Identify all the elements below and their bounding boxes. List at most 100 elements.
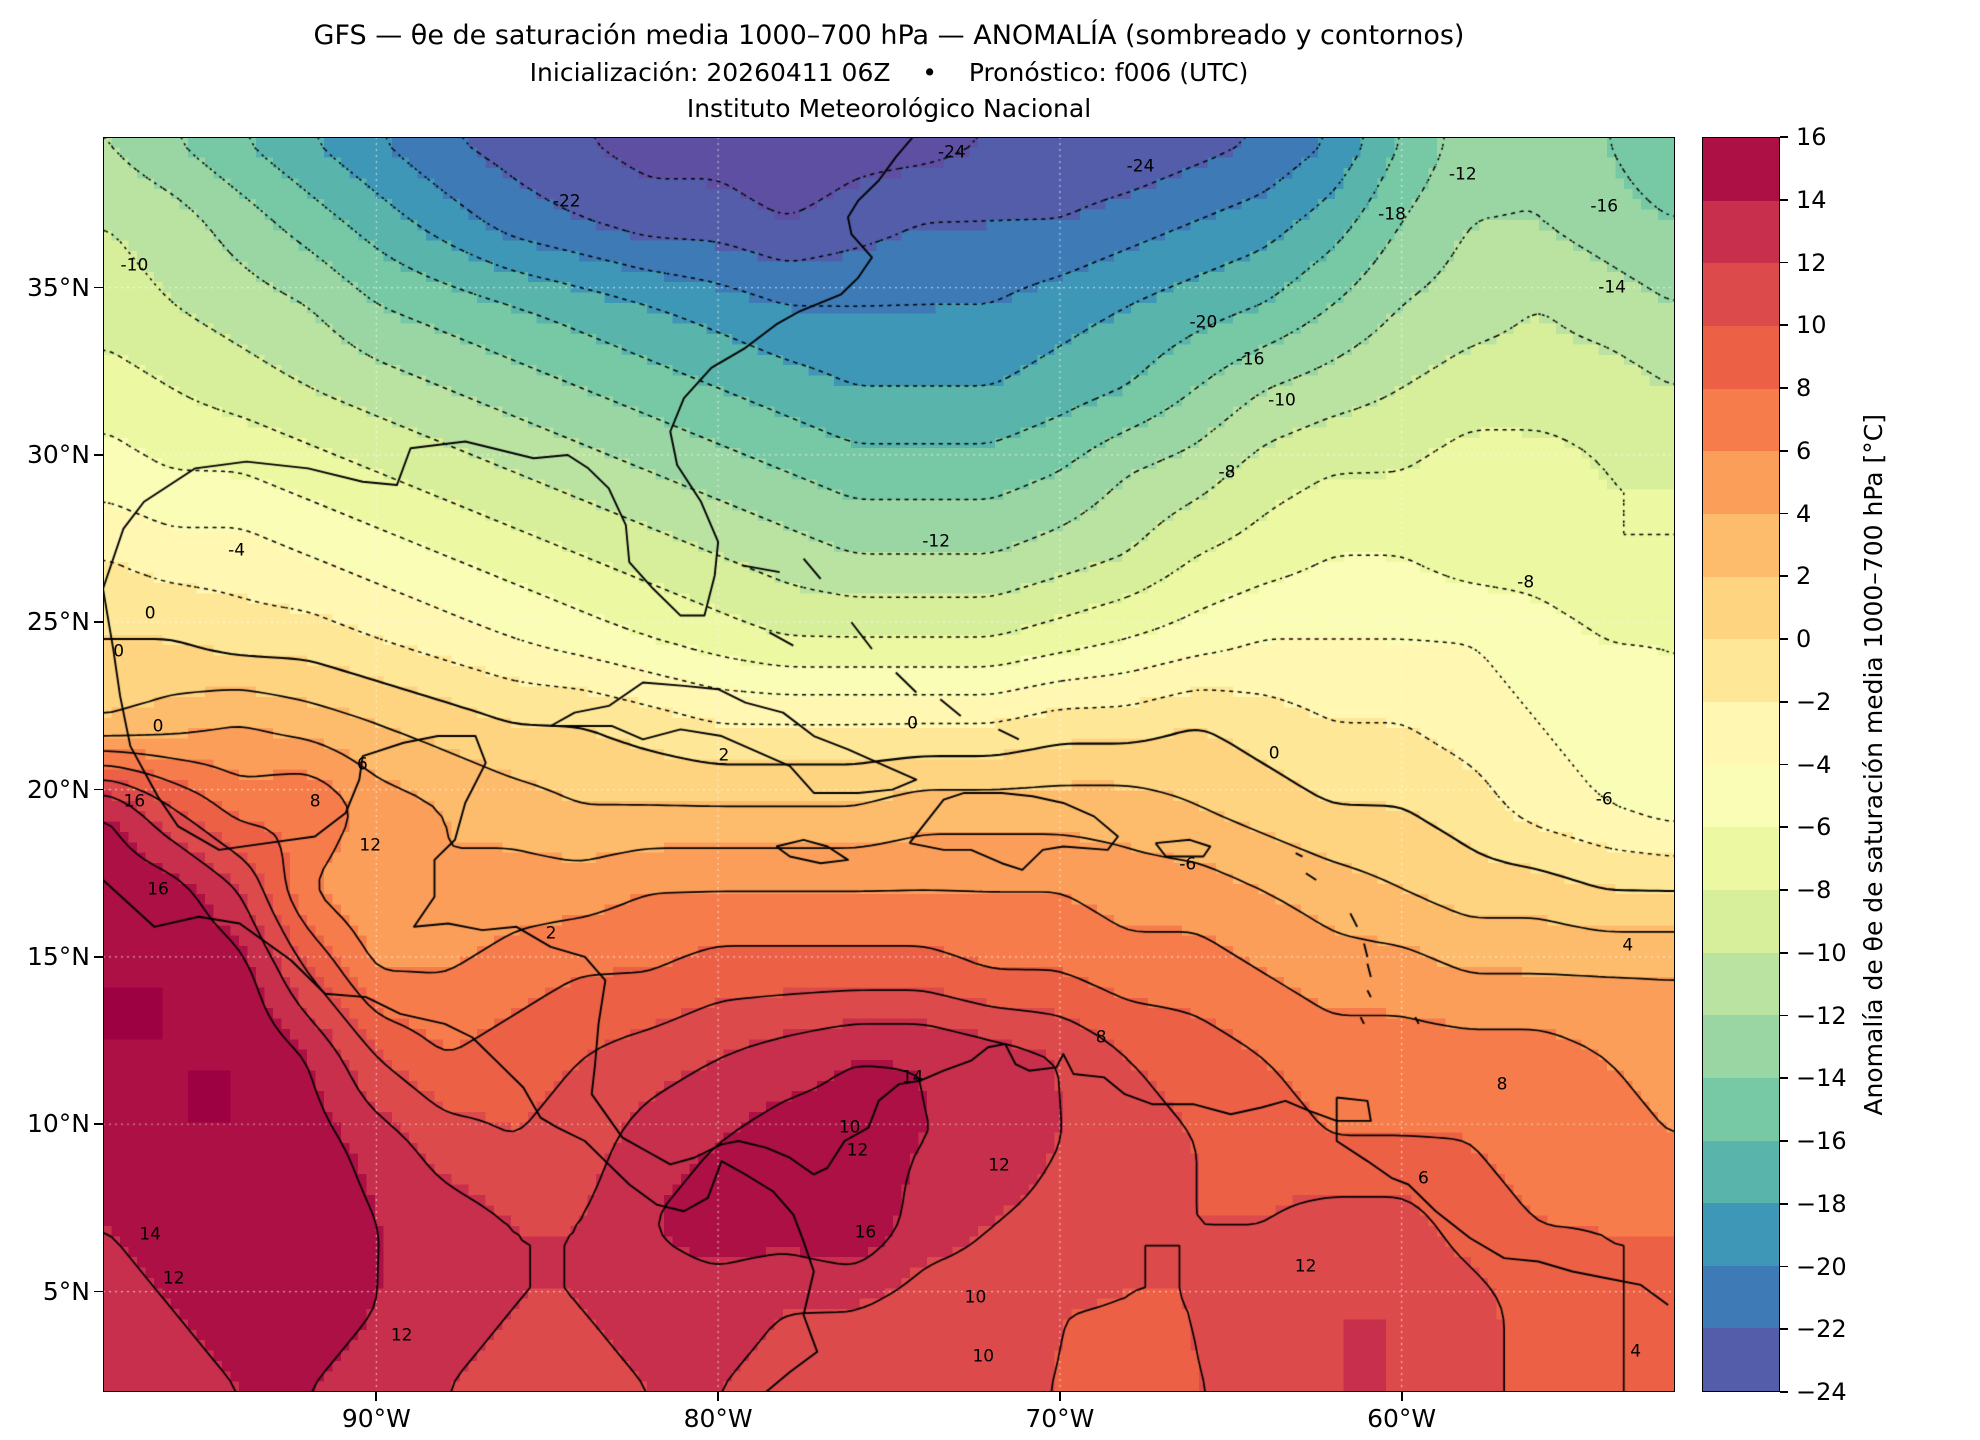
colorbar-tick-label: −2 <box>1796 687 1832 716</box>
colorbar-band <box>1703 388 1779 452</box>
colorbar-tick-mark <box>1780 575 1788 578</box>
contour-label: 8 <box>309 791 321 812</box>
contour-label: 8 <box>1496 1074 1508 1095</box>
colorbar-tick-label: 2 <box>1796 562 1812 591</box>
contour-label: 10 <box>838 1117 861 1138</box>
y-tick-label: 30°N <box>26 439 90 469</box>
contour-label: 14 <box>901 1067 924 1088</box>
contour-label: 12 <box>359 835 382 856</box>
y-tick-mark <box>94 788 103 791</box>
colorbar-tick-mark <box>1780 261 1788 264</box>
map-plot: -24 -24 -22 -12 -18 -16 -10 -14 -20 -16 -10 -8 -4 -12… <box>103 137 1675 1392</box>
colorbar-tick-mark <box>1780 826 1788 829</box>
contour-label: 16 <box>147 879 169 900</box>
x-tick-label: 80°W <box>683 1404 753 1433</box>
contour-label: -6 <box>1595 789 1613 810</box>
colorbar-tick-label: −24 <box>1796 1378 1847 1406</box>
y-tick-label: 25°N <box>26 607 90 637</box>
x-tick-mark <box>717 1392 720 1401</box>
y-tick-mark <box>94 286 103 289</box>
contour-label: 8 <box>1095 1027 1107 1048</box>
colorbar-band <box>1703 1140 1779 1204</box>
y-tick-label: 5°N <box>42 1276 90 1306</box>
colorbar-tick-mark <box>1780 1202 1788 1205</box>
x-tick-label: 70°W <box>1025 1404 1095 1433</box>
colorbar-tick-label: 12 <box>1796 248 1827 277</box>
contour-label: -8 <box>1218 462 1236 483</box>
contour-label: -20 <box>1189 312 1218 333</box>
contour-canvas <box>103 137 1675 1392</box>
contour-label: 14 <box>139 1224 161 1245</box>
colorbar-band <box>1703 451 1779 514</box>
colorbar-tick-label: −18 <box>1796 1189 1847 1218</box>
contour-label: 6 <box>356 754 368 774</box>
colorbar-tick-label: 0 <box>1796 625 1812 653</box>
colorbar-tick-mark <box>1780 324 1788 327</box>
contour-label: -24 <box>1126 156 1155 177</box>
contour-label: 2 <box>545 923 557 944</box>
colorbar-band <box>1703 952 1779 1016</box>
contour-label: -12 <box>1448 164 1477 185</box>
colorbar-band <box>1703 513 1779 577</box>
colorbar-tick-label: 6 <box>1796 436 1812 465</box>
x-tick-label: 90°W <box>341 1404 411 1433</box>
contour-label: -10 <box>120 255 149 276</box>
contour-label: 6 <box>1418 1168 1429 1189</box>
contour-label: 4 <box>1622 935 1634 956</box>
colorbar-band <box>1703 639 1779 702</box>
y-tick-label: 10°N <box>26 1109 90 1139</box>
contour-label: 4 <box>1630 1341 1642 1362</box>
y-tick-label: 35°N <box>26 272 90 302</box>
y-tick-mark <box>94 454 103 456</box>
colorbar-label: Anomalía de θe de saturación media 1000–… <box>1858 413 1888 1116</box>
contour-label: -14 <box>1598 277 1626 298</box>
colorbar-tick-mark <box>1780 763 1788 766</box>
colorbar-band <box>1703 889 1779 953</box>
contour-label: 0 <box>907 713 918 734</box>
colorbar-tick-label: −14 <box>1796 1064 1847 1093</box>
colorbar-tick-label: −20 <box>1796 1252 1847 1281</box>
colorbar <box>1702 137 1780 1392</box>
contour-label: -4 <box>228 540 246 561</box>
contour-label: 16 <box>854 1222 877 1243</box>
contour-labels-layer: -24 -24 -22 -12 -18 -16 -10 -14 -20 -16 -10 -8 -4 -12… <box>103 137 1675 1392</box>
contour-label: 10 <box>972 1346 995 1367</box>
contour-label: 12 <box>1294 1256 1317 1276</box>
contour-label: 10 <box>964 1287 987 1308</box>
colorbar-tick-label: −22 <box>1796 1315 1847 1344</box>
contour-label: 0 <box>1268 743 1280 764</box>
colorbar-band <box>1703 263 1779 326</box>
y-tick-label: 15°N <box>26 941 90 971</box>
contour-label: 12 <box>846 1140 869 1161</box>
colorbar-band <box>1703 764 1779 828</box>
y-tick-mark <box>94 1290 103 1293</box>
colorbar-band <box>1703 200 1779 264</box>
x-tick-mark <box>1058 1392 1061 1401</box>
colorbar-tick-mark <box>1780 449 1788 452</box>
contour-label: -6 <box>1179 854 1197 875</box>
colorbar-band <box>1703 1265 1779 1329</box>
contour-label: -12 <box>922 531 951 552</box>
contour-label: 16 <box>123 791 146 812</box>
colorbar-tick-label: 10 <box>1796 311 1827 340</box>
colorbar-band <box>1703 1015 1779 1078</box>
chart-title: GFS — θe de saturación media 1000–700 hP… <box>313 20 1465 51</box>
contour-label: -24 <box>937 142 966 163</box>
contour-label: 0 <box>144 603 156 624</box>
colorbar-band <box>1703 1077 1779 1141</box>
colorbar-tick-label: −12 <box>1796 1001 1847 1030</box>
colorbar-tick-label: −8 <box>1796 876 1832 904</box>
colorbar-tick-mark <box>1780 1265 1788 1268</box>
colorbar-band <box>1703 576 1779 640</box>
colorbar-tick-label: 4 <box>1796 499 1812 528</box>
y-tick-mark <box>94 621 103 624</box>
colorbar-tick-mark <box>1780 700 1788 703</box>
colorbar-tick-mark <box>1780 638 1788 640</box>
contour-label: -22 <box>552 191 581 212</box>
colorbar-band <box>1703 1328 1779 1392</box>
x-tick-mark <box>375 1392 378 1401</box>
colorbar-tick-mark <box>1780 387 1788 389</box>
colorbar-tick-label: −10 <box>1796 938 1847 967</box>
colorbar-band <box>1703 827 1779 890</box>
